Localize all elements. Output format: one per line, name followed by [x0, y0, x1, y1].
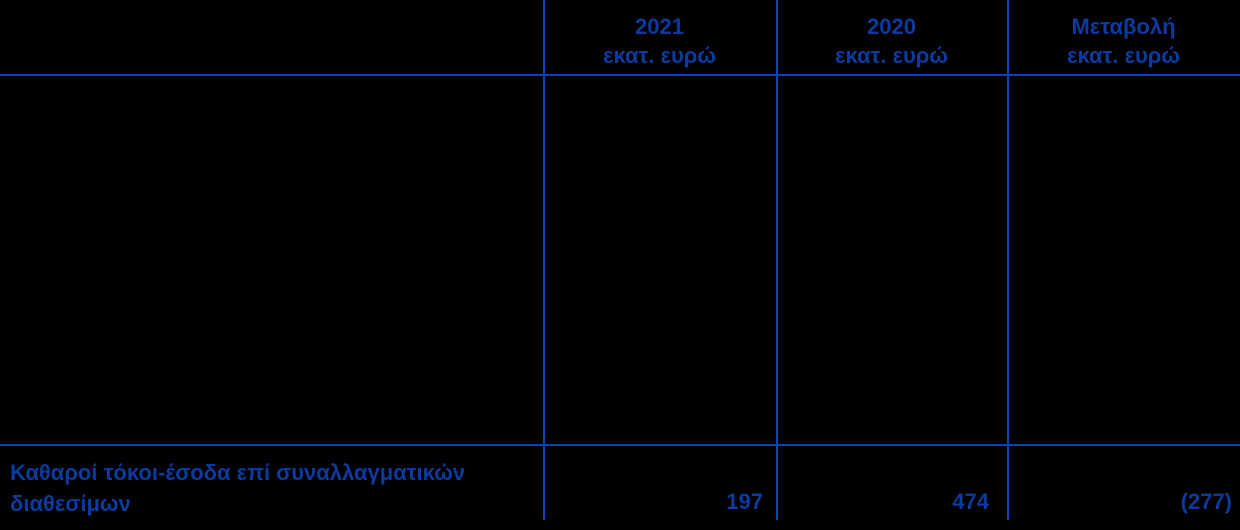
- column-header-unit: εκατ. ευρώ: [1067, 43, 1180, 68]
- column-header-change: Μεταβολή εκατ. ευρώ: [1009, 0, 1238, 74]
- value-2021: 197: [726, 489, 763, 514]
- column-header-year: 2021: [635, 14, 684, 39]
- header-divider-line: [0, 74, 1240, 76]
- column-divider-3: [1007, 0, 1009, 520]
- value-change: (277): [1180, 489, 1232, 514]
- value-2020: 474: [952, 489, 989, 514]
- column-header-year: 2020: [867, 14, 916, 39]
- column-header-2021: 2021 εκατ. ευρώ: [545, 0, 774, 74]
- row-label: Καθαροί τόκοι-έσοδα επί συναλλαγματικών …: [10, 460, 466, 516]
- row-divider-line: [0, 444, 1240, 446]
- column-header-unit: εκατ. ευρώ: [835, 43, 948, 68]
- column-header-unit: εκατ. ευρώ: [603, 43, 716, 68]
- column-header-year: Μεταβολή: [1071, 14, 1176, 39]
- column-divider-1: [543, 0, 545, 520]
- column-header-2020: 2020 εκατ. ευρώ: [778, 0, 1005, 74]
- column-divider-2: [776, 0, 778, 520]
